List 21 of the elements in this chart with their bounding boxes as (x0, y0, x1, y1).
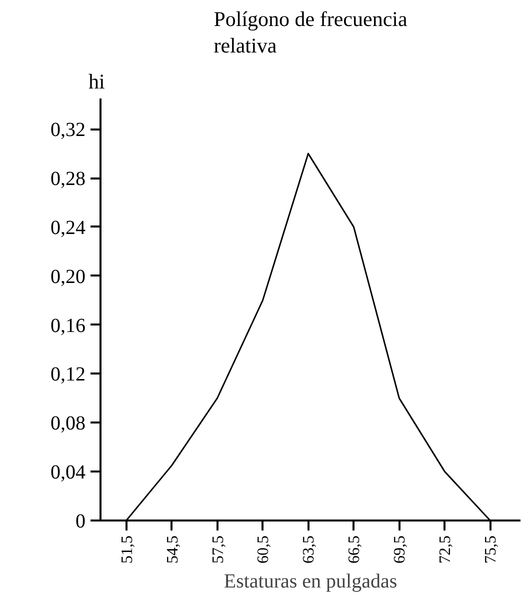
y-tick-label: 0,04 (50, 462, 86, 484)
y-tick-label: 0,32 (50, 119, 86, 142)
y-tick-label: 0,20 (50, 266, 86, 288)
x-axis-title: Estaturas en pulgadas (224, 570, 398, 592)
y-axis-title: hi (88, 70, 105, 94)
x-tick-label: 51,5 (118, 536, 136, 564)
x-tick-label: 66,5 (346, 536, 364, 564)
x-tick-label: 54,5 (164, 536, 182, 564)
y-tick-label: 0,28 (50, 168, 86, 190)
x-tick-label: 57,5 (210, 536, 227, 564)
y-tick-label: 0,16 (50, 314, 86, 337)
y-tick-label: 0,12 (50, 364, 86, 386)
x-tick-label: 60,5 (255, 536, 272, 564)
x-tick-label: 69,5 (392, 536, 409, 564)
x-tick-label: 63,5 (300, 536, 318, 564)
x-tick-label: 72,5 (437, 536, 454, 564)
y-tick-label: 0,24 (50, 216, 86, 239)
chart-title: Polígono de frecuencia relativa (214, 7, 408, 58)
y-tick-label: 0 (76, 510, 86, 532)
x-tick-label: 75,5 (482, 536, 500, 564)
y-tick-label: 0,08 (50, 412, 86, 435)
